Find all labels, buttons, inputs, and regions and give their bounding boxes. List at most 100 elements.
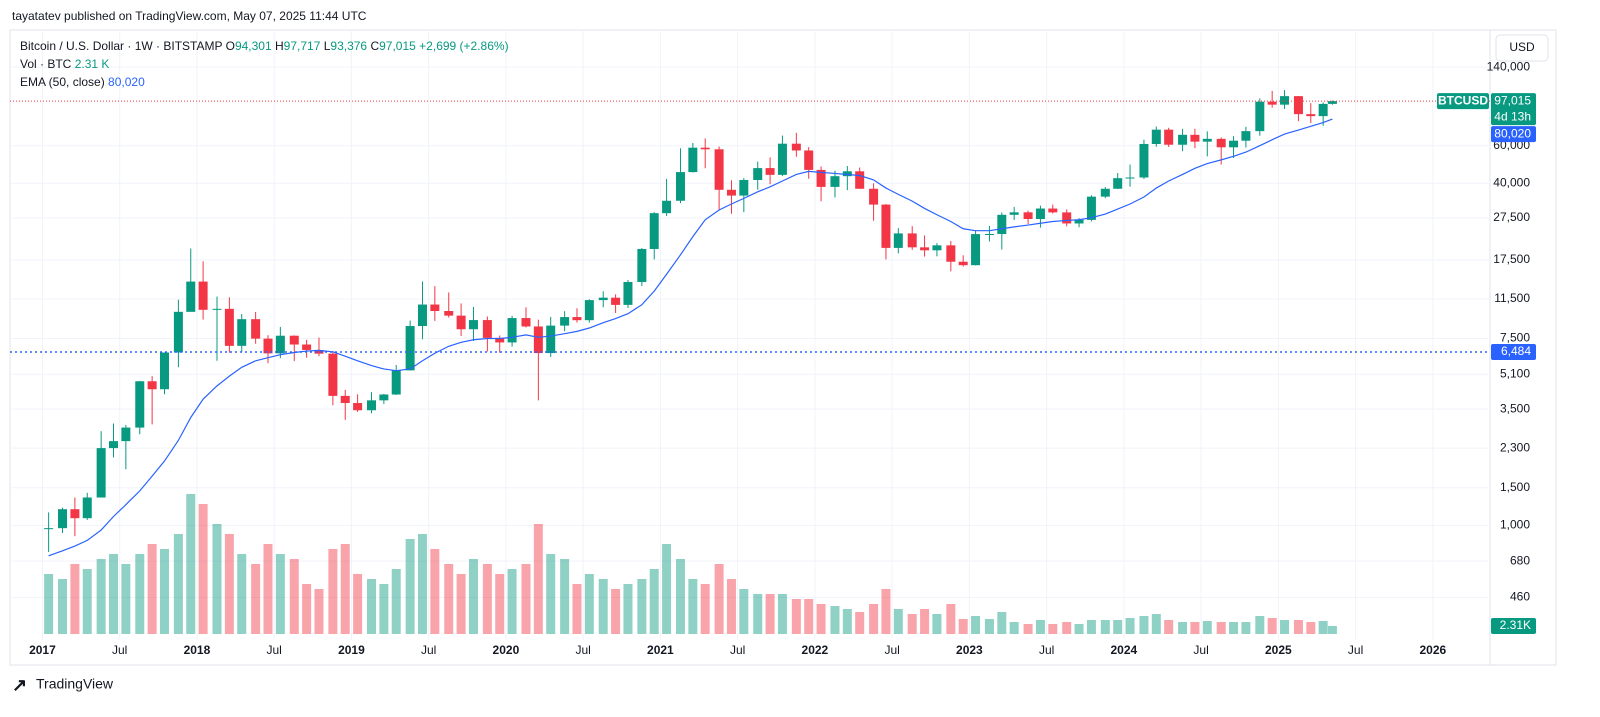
volume-bar (1216, 622, 1226, 634)
volume-bar (1318, 621, 1328, 634)
volume-bar (1280, 620, 1290, 634)
volume-bar (572, 584, 582, 634)
volume-bar (212, 524, 222, 634)
y-tick-label: 2,300 (1500, 440, 1530, 454)
candle-body (1190, 134, 1200, 142)
volume-bar (353, 574, 363, 634)
candle-body (946, 245, 956, 262)
volume-bar (611, 589, 621, 634)
candle-body (1280, 96, 1290, 105)
volume-bar (173, 534, 183, 634)
volume-bar (997, 612, 1007, 634)
volume-bar (584, 574, 594, 634)
volume-bar (1229, 622, 1239, 634)
candle-body (1125, 177, 1135, 179)
volume-bar (1327, 626, 1337, 634)
volume-bar (753, 594, 763, 634)
volume-bar (1202, 621, 1212, 634)
candle-body (777, 143, 787, 175)
currency-button[interactable] (1495, 34, 1549, 62)
candle-body (1062, 212, 1072, 224)
candle-body (521, 318, 531, 327)
volume-bar (521, 564, 531, 634)
candle-body (96, 448, 106, 498)
volume-bar (159, 549, 169, 634)
candle-body (147, 381, 157, 390)
volume-bar (1048, 624, 1058, 634)
candle-body (893, 233, 903, 248)
ohlc-value: 97,015 (379, 39, 416, 53)
volume-bar (1164, 620, 1174, 634)
volume-bar (533, 524, 543, 634)
volume-bar (662, 544, 672, 634)
logo-mark: ↗ (12, 675, 27, 695)
candle-body (109, 441, 119, 449)
volume-bar (1241, 622, 1251, 634)
candle-body (1035, 208, 1045, 219)
candle-body (391, 370, 401, 395)
volume-bar (816, 604, 826, 634)
volume-bar (468, 559, 478, 634)
candle-body (1023, 212, 1033, 219)
volume-bar (109, 554, 119, 634)
candle-body (340, 395, 350, 404)
volume-bar (70, 564, 80, 634)
volume-bar (135, 554, 145, 634)
candle-body (1216, 138, 1226, 148)
y-tick-label: 680 (1510, 553, 1530, 567)
volume-bar (1009, 622, 1019, 634)
x-tick-label: 2023 (956, 643, 983, 657)
y-tick-label: 27,500 (1493, 210, 1530, 224)
candle-body (507, 318, 517, 343)
volume-bar (1139, 616, 1149, 634)
y-tick-label: 11,500 (1494, 291, 1530, 305)
x-tick-label: Jul (730, 643, 745, 657)
volume-bar (958, 619, 968, 634)
volume-bar (598, 579, 608, 634)
y-tick-label: 40,000 (1493, 175, 1530, 189)
countdown: 4d 13h (1494, 109, 1531, 123)
volume-value: 2.31 K (74, 57, 110, 71)
volume-bar (482, 564, 492, 634)
change: +2,699 (+2.86%) (419, 39, 509, 53)
candle-body (121, 427, 131, 442)
volume-bar (405, 539, 415, 634)
ema-tag-label: 80,020 (1494, 126, 1531, 140)
candle-body (675, 172, 685, 201)
candle-body (328, 353, 338, 396)
x-tick-label: 2017 (29, 643, 56, 657)
candle-body (70, 509, 80, 519)
currency-label[interactable]: USD (1509, 40, 1535, 54)
candle-body (753, 168, 763, 180)
candle-body (1241, 131, 1251, 141)
candle-body (1267, 101, 1277, 105)
ema-name: EMA (50, close) (20, 75, 105, 89)
ohlc-key: O (225, 39, 235, 53)
volume-bar (907, 614, 917, 634)
candle-body (739, 179, 749, 196)
volume-bar (328, 549, 338, 634)
candle-body (82, 497, 92, 519)
candle-body (560, 317, 570, 326)
volume-bar (507, 569, 517, 634)
symbol-tag (1437, 93, 1489, 110)
volume-bar (675, 559, 685, 634)
candle-body (198, 281, 208, 310)
volume-bar (946, 604, 956, 634)
candle-body (971, 234, 981, 266)
x-tick-label: 2020 (493, 643, 520, 657)
volume-tag (1491, 618, 1536, 634)
candle-body (1086, 196, 1096, 220)
candle-body (816, 169, 826, 187)
volume-bar (1267, 618, 1277, 634)
volume-bar (1062, 622, 1072, 634)
y-tick-label: 1,000 (1500, 518, 1530, 532)
volume-bar (444, 564, 454, 634)
candle-body (482, 320, 492, 338)
x-tick-label: 2019 (338, 643, 365, 657)
candle-body (791, 143, 801, 151)
candle-body (417, 304, 427, 327)
y-tick-label: 140,000 (1487, 59, 1531, 73)
volume-bar (714, 564, 724, 634)
candle-body (881, 204, 891, 248)
